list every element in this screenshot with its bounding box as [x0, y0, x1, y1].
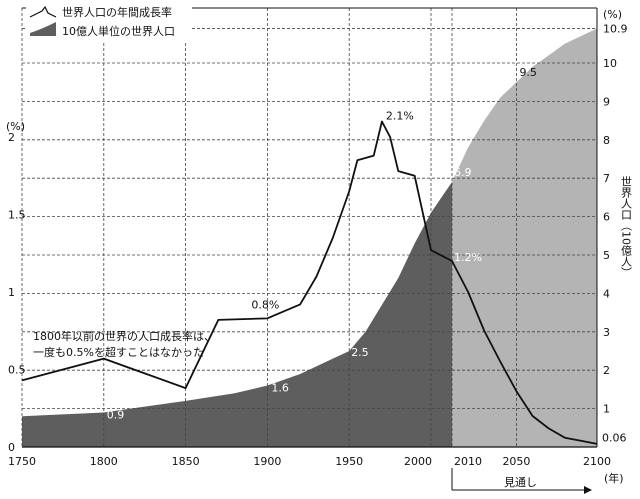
legend-label-population: 10億人単位の世界人口	[62, 24, 175, 38]
data-label-2: 2.5	[351, 346, 369, 359]
population-area-layer	[22, 28, 597, 448]
left-tick-label-2: 1	[8, 286, 15, 299]
annotation-line-2: 一度も0.5%を超すことはなかった	[33, 345, 204, 359]
left-axis-unit: (%)	[6, 120, 25, 133]
x-tick-label-1900: 1900	[253, 455, 281, 468]
right-tick-label-7: 8	[603, 134, 610, 147]
right-tick-label-10: 10.9	[603, 22, 628, 35]
right-tick-label-1: 2	[603, 364, 610, 377]
projection-note: 見通し	[504, 476, 537, 489]
right-tick-label-2: 3	[603, 326, 610, 339]
data-label-1: 1.6	[271, 382, 289, 395]
right-tick-label-4: 5	[603, 249, 610, 262]
x-tick-label-2010: 2010	[454, 455, 482, 468]
annotation-line-1: 1800年以前の世界の人口成長率は、	[33, 329, 215, 343]
data-label-4: 9.5	[519, 66, 537, 79]
data-label-6: 2.1%	[386, 110, 414, 123]
population-area-projection	[452, 28, 597, 447]
data-label-0: 0.9	[107, 408, 125, 421]
data-label-8: 0.06	[602, 432, 627, 445]
right-tick-label-5: 6	[603, 211, 610, 224]
legend: 世界人口の年間成長率 10億人単位の世界人口	[26, 5, 192, 43]
data-label-3: 6.9	[454, 166, 472, 179]
right-tick-label-3: 4	[603, 287, 610, 300]
axes-layer: (%) (%) (年) 見通し 1800年以前の世界の人口成長率は、 一度も0.…	[6, 8, 633, 494]
x-tick-label-1750: 1750	[8, 455, 36, 468]
x-tick-label-1800: 1800	[90, 455, 118, 468]
right-tick-label-0: 1	[603, 403, 610, 416]
x-axis-unit: (年)	[604, 471, 624, 485]
x-tick-label-1950: 1950	[335, 455, 363, 468]
projection-arrow-head	[584, 486, 592, 494]
data-label-7: 1.2%	[454, 251, 482, 264]
data-label-5: 0.8%	[251, 298, 279, 311]
left-tick-label-0: 0	[8, 441, 15, 454]
left-tick-label-3: 1.5	[8, 209, 26, 222]
right-axis-unit: (%)	[603, 8, 622, 21]
growth-rate-line	[21, 120, 598, 445]
x-tick-label-2000: 2000	[404, 455, 432, 468]
right-tick-label-6: 7	[603, 172, 610, 185]
grid-layer	[21, 7, 598, 448]
right-tick-label-9: 10	[603, 57, 617, 70]
right-axis-title: 世界人口（10億人）	[620, 176, 633, 278]
x-tick-label-2100: 2100	[583, 455, 611, 468]
growth-rate-layer	[21, 120, 598, 445]
left-tick-label-1: 0.5	[8, 364, 26, 377]
right-tick-label-8: 9	[603, 95, 610, 108]
legend-line-swatch	[29, 5, 57, 18]
left-tick-label-4: 2	[8, 131, 15, 144]
legend-label-growth-rate: 世界人口の年間成長率	[62, 5, 172, 19]
population-area-historical	[22, 182, 452, 448]
x-tick-label-1850: 1850	[172, 455, 200, 468]
x-tick-label-2050: 2050	[502, 455, 530, 468]
legend-area-swatch	[30, 22, 56, 36]
data-label-layer: 0.9 1.6 2.5 6.9 9.5 0.8% 2.1% 1.2% 0.06	[107, 66, 627, 445]
